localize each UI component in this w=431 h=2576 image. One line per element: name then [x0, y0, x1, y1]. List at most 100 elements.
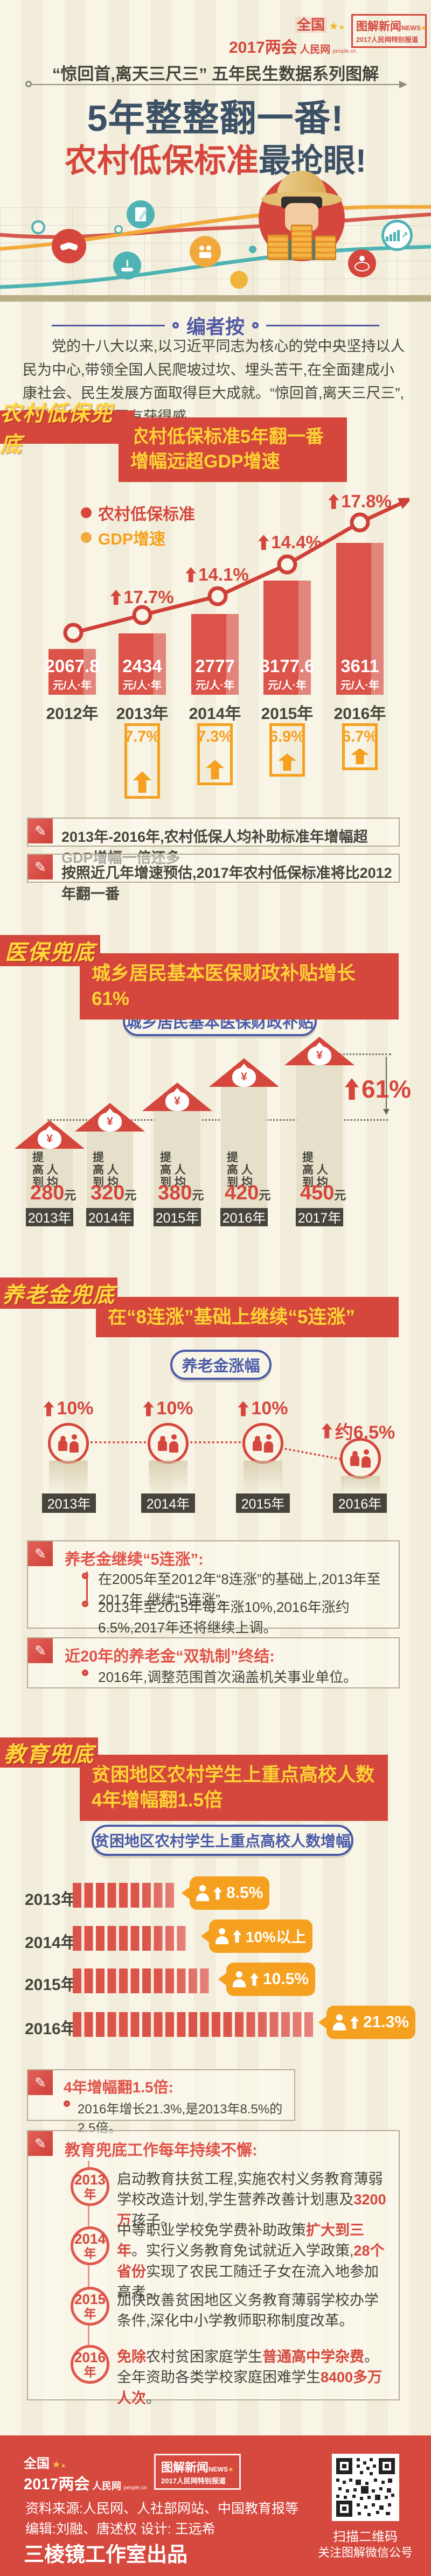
series-subtitle: “惊回首,离天三尺三” 五年民生数据系列图解: [52, 65, 379, 83]
main-title-line2: 农村低保标准 最抢眼!: [0, 135, 431, 181]
elderly-couple-icon: [48, 1423, 89, 1464]
year-box: 2016年: [220, 1208, 268, 1226]
bar-2016: [336, 543, 384, 695]
yellow-dot-icon: [230, 271, 248, 289]
growth-label-2014: 14.1%: [185, 564, 249, 585]
footer-studio: 三棱镜工作室出品: [24, 2544, 188, 2566]
logo-people: 人民网: [300, 44, 331, 55]
edu-note-title: 4年增幅翻1.5倍:: [64, 2079, 173, 2096]
document-pencil-icon: [127, 200, 155, 228]
edu-banner: 教育兜底: [0, 1737, 98, 1768]
dotted-line-top: [323, 1053, 391, 1055]
growth-label-2013: 17.7%: [110, 587, 175, 608]
dibao-heading: 农村低保标准5年翻一番 增幅远超GDP增速: [119, 417, 347, 482]
rise-label-2014: 10%: [130, 1398, 206, 1419]
up-arrow-icon: [43, 1401, 54, 1416]
edu-row-year: 2015年: [25, 1976, 77, 1994]
up-arrow-icon: [278, 753, 296, 771]
student-icon: [196, 1885, 209, 1901]
edu-badge-2015: 10.5%: [218, 1963, 316, 1996]
note-pen-icon: ✎: [28, 855, 53, 879]
dibao-banner: 农村低保兜底: [0, 402, 135, 457]
star-icon: ★: [228, 2466, 234, 2473]
piggy-bank-icon: [348, 249, 376, 277]
teal-dot-icon: [249, 246, 256, 253]
rise-label-2015: 10%: [225, 1398, 301, 1419]
money-bag-icon: ¥: [308, 1046, 331, 1065]
pillar-value: 450元: [300, 1182, 346, 1204]
bar-2012: [48, 649, 96, 695]
edu-timeline-box: ✎ 教育兜底工作每年持续不懈: 2013 年 启动教育扶贫工程,实施农村义务教育薄…: [27, 2130, 400, 2406]
tujie-news-badge: 图解新闻NEWS★ 2017人民网特别报道: [351, 14, 427, 48]
star-icon: ★: [52, 2459, 61, 2470]
edu-badge-2014: 10%以上: [200, 1919, 313, 1953]
bar-2013: [119, 633, 166, 695]
edu-bar-2013: [73, 1883, 174, 1908]
bar-2014: [191, 614, 239, 695]
pillar-2016: [221, 1087, 267, 1208]
coin-stack: [291, 225, 312, 260]
farmer-with-coins-illustration: [259, 171, 345, 261]
x-axis-year: 2016年: [333, 705, 386, 723]
pension-note2: ✎ 近20年的养老金“双轨制”终结: 2016年,调整范围首次涵盖机关事业单位。: [27, 1637, 400, 1688]
main-title-line1: 5年整整翻一番!: [87, 98, 344, 139]
fade-pillar: [244, 1461, 282, 1495]
star-icon: ★: [338, 23, 345, 31]
note-pen-icon: ✎: [28, 1638, 53, 1663]
note-pen-icon: ✎: [28, 819, 53, 843]
edu-bar-2015: [73, 1968, 209, 1993]
yibao-banner: 医保兜底: [0, 935, 100, 966]
legend-label-gdp: GDP增速: [98, 530, 166, 548]
people-daily-logo: 全国 ★★ 2017两会 人民网 people.cn: [229, 14, 356, 58]
up-arrow-icon: [143, 1401, 154, 1416]
divider-strip: [0, 295, 431, 302]
pillar-2013: [26, 1149, 73, 1208]
timeline-year-2014: 2014 年: [71, 2226, 109, 2265]
pillar-label: 提高 人到 均: [93, 1151, 119, 1189]
yibao-growth-label: 61%: [345, 1074, 411, 1104]
timeline-text-2015: 加快改善贫困地区义务教育薄弱学校办学条件,深化中小学教师职称制度改革。: [117, 2292, 379, 2329]
edu-pill: 贫困地区农村学生上重点高校人数增幅: [92, 1825, 353, 1856]
fade-pillar: [49, 1461, 88, 1495]
growth-label-2016: 17.8%: [328, 491, 392, 512]
pillar-value: 280元: [30, 1182, 77, 1204]
pension-note1-title: 养老金继续“5连涨”:: [65, 1551, 204, 1568]
qr-caption2: 关注图解微信公号: [317, 2546, 413, 2559]
ring-icon: [252, 322, 259, 329]
year-box: 2016年: [333, 1493, 387, 1513]
pillar-label: 提高 人到 均: [32, 1151, 58, 1189]
x-axis-year: 2012年: [46, 705, 99, 723]
up-arrow-icon: [238, 1401, 249, 1416]
edu-heading: 贫困地区农村学生上重点高校人数 4年增幅翻1.5倍: [80, 1755, 388, 1821]
dotted-line-base: [47, 1119, 388, 1121]
edu-note: ✎ 4年增幅翻1.5倍: 2016年增长21.3%,是2013年8.5%的2.5…: [27, 2069, 295, 2135]
ring-bullet-icon: [64, 2100, 70, 2107]
dotted-connector: [284, 1448, 342, 1461]
note-pen-icon: ✎: [28, 1541, 53, 1566]
dotted-connector: [91, 1441, 146, 1443]
timeline-line: [88, 2161, 89, 2371]
rise-label-2013: 10%: [31, 1398, 106, 1419]
bar-unit: 元/人·年: [122, 680, 162, 692]
line-start-ring-icon: [25, 81, 32, 87]
logo-quanguo: 全国: [295, 17, 326, 33]
gdp-box-2016: 6.7%: [342, 723, 378, 770]
ring-dot-icon: [31, 220, 45, 234]
pension-note1-bullet1: 在2005年至2012年“8连涨”的基础上,2013年至2017年,继续“5连涨…: [82, 1569, 389, 1610]
edu-bar-2016: [73, 2012, 313, 2037]
star-icon: ★: [329, 20, 339, 32]
up-arrow-icon: [351, 748, 369, 764]
logo-people-sub: people.cn: [332, 48, 357, 54]
bullet-connector: [86, 1572, 88, 1602]
student-icon: [215, 1928, 228, 1944]
footer: 全国 ★★ 2017两会 人民网 people.cn 图解新闻NEWS★ 201…: [0, 2435, 431, 2576]
pension-note1-bullet2: 2013年至2015年每年涨10%,2016年涨约6.5%,2017年还将继续上…: [82, 1597, 389, 1638]
qr-code: [332, 2454, 399, 2521]
edu-row-year: 2013年: [25, 1891, 77, 1909]
year-box: 2013年: [42, 1493, 96, 1513]
ring-dot-icon: [114, 225, 123, 234]
legend-gdp: GDP增速: [81, 526, 165, 549]
editor-note-header: 编者按: [0, 311, 431, 339]
bar-value: 2067.8: [45, 656, 100, 676]
